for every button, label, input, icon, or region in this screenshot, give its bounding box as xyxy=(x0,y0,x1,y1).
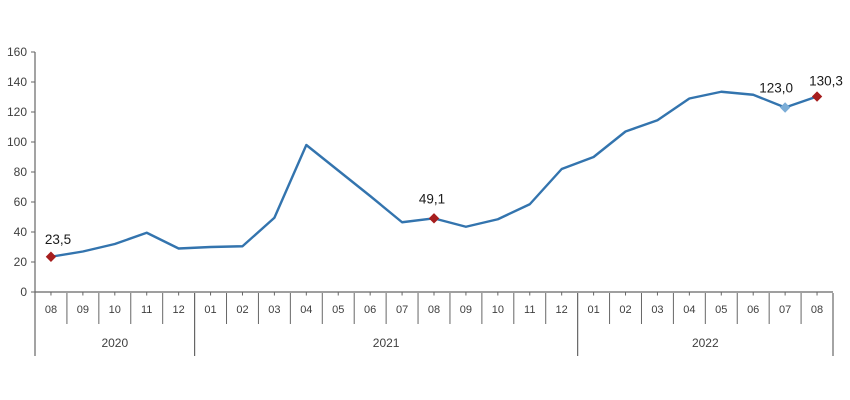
month-label: 03 xyxy=(651,304,663,316)
month-label: 12 xyxy=(173,304,185,316)
data-point-marker xyxy=(428,213,440,224)
month-label: 10 xyxy=(492,304,504,316)
month-label: 02 xyxy=(619,304,631,316)
y-axis-tick-label: 0 xyxy=(20,285,27,299)
y-axis-tick-label: 100 xyxy=(7,135,27,149)
month-label: 08 xyxy=(45,304,57,316)
month-label: 07 xyxy=(779,304,791,316)
month-label: 06 xyxy=(747,304,759,316)
month-label: 04 xyxy=(683,304,695,316)
y-axis-tick-label: 140 xyxy=(7,75,27,89)
month-label: 07 xyxy=(396,304,408,316)
month-label: 05 xyxy=(332,304,344,316)
data-point-marker xyxy=(779,102,791,113)
month-label: 11 xyxy=(141,304,152,316)
month-label: 01 xyxy=(204,304,216,316)
month-label: 11 xyxy=(524,304,535,316)
month-label: 06 xyxy=(364,304,376,316)
month-label: 09 xyxy=(77,304,89,316)
year-label: 2022 xyxy=(692,336,719,350)
month-label: 10 xyxy=(109,304,121,316)
series-line xyxy=(49,90,819,258)
data-point-marker xyxy=(45,251,57,262)
month-label: 08 xyxy=(811,304,823,316)
data-point-marker xyxy=(811,91,823,102)
month-label: 03 xyxy=(268,304,280,316)
month-label: 05 xyxy=(715,304,727,316)
y-axis-tick-label: 60 xyxy=(14,195,28,209)
year-label: 2021 xyxy=(373,336,400,350)
y-axis-tick-label: 20 xyxy=(14,255,28,269)
y-axis-tick-label: 120 xyxy=(7,105,27,119)
month-label: 01 xyxy=(587,304,599,316)
data-point-label: 130,3 xyxy=(809,74,843,89)
data-point-label: 123,0 xyxy=(759,81,793,96)
month-label: 02 xyxy=(236,304,248,316)
y-axis-tick-label: 160 xyxy=(7,45,27,59)
month-label: 12 xyxy=(556,304,568,316)
y-axis-tick-label: 80 xyxy=(14,165,28,179)
data-point-label: 23,5 xyxy=(45,232,71,247)
year-label: 2020 xyxy=(101,336,128,350)
data-point-label: 49,1 xyxy=(419,191,445,206)
month-label: 08 xyxy=(428,304,440,316)
y-axis-tick-label: 40 xyxy=(14,225,28,239)
month-label: 04 xyxy=(300,304,312,316)
month-label: 09 xyxy=(460,304,472,316)
